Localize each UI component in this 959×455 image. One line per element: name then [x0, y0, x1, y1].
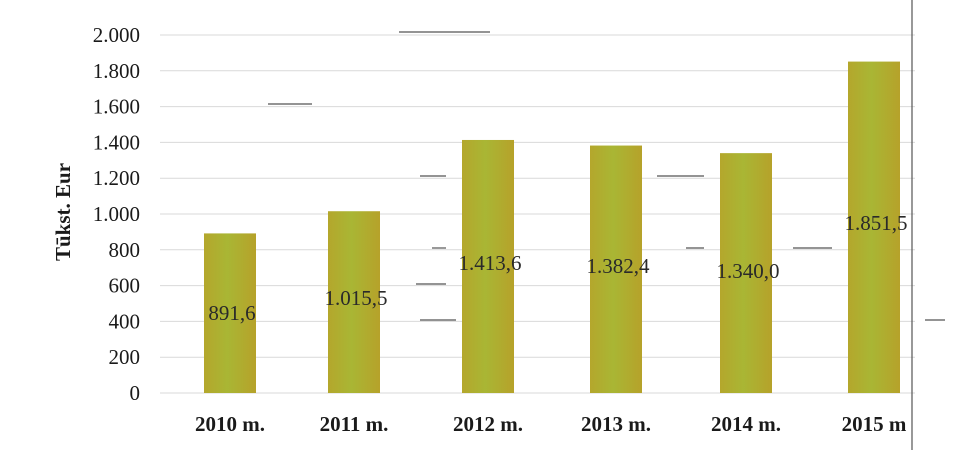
- x-tick-label: 2011 m.: [320, 412, 389, 436]
- x-tick-label: 2013 m.: [581, 412, 651, 436]
- y-tick-label: 200: [109, 345, 141, 369]
- y-tick-label: 1.200: [93, 166, 140, 190]
- bar: [590, 145, 642, 393]
- data-label: 1.340,0: [717, 259, 780, 283]
- bars: [204, 61, 900, 393]
- y-tick-label: 600: [109, 274, 141, 298]
- scan-artifacts: [268, 0, 945, 450]
- x-tick-label: 2010 m.: [195, 412, 265, 436]
- y-tick-label: 2.000: [93, 23, 140, 47]
- data-label: 1.413,6: [459, 251, 522, 275]
- bar: [328, 211, 380, 393]
- data-label: 1.851,5: [845, 211, 908, 235]
- bar: [720, 153, 772, 393]
- bar: [848, 61, 900, 393]
- x-tick-label: 2015 m: [842, 412, 907, 436]
- y-axis-label: Tūkst. Eur: [51, 163, 75, 261]
- y-tick-label: 0: [130, 381, 141, 405]
- y-tick-label: 1.400: [93, 130, 140, 154]
- x-tick-label: 2014 m.: [711, 412, 781, 436]
- data-label: 1.382,4: [587, 254, 651, 278]
- y-tick-label: 400: [109, 309, 141, 333]
- data-label: 891,6: [208, 301, 255, 325]
- gridlines: [160, 34, 915, 394]
- x-tick-label: 2012 m.: [453, 412, 523, 436]
- y-tick-label: 1.800: [93, 59, 140, 83]
- bar: [462, 139, 514, 393]
- bar: [204, 233, 256, 393]
- data-label: 1.015,5: [325, 286, 388, 310]
- y-tick-label: 1.600: [93, 95, 140, 119]
- y-axis-ticks: 0 200 400 600 800 1.000 1.200 1.400 1.600 1.800 2.…: [93, 23, 140, 405]
- data-labels: 891,6 1.015,5 1.413,6 1.382,4 1.340,0 1.851,5: [208, 211, 907, 325]
- x-axis-ticks: 2010 m. 2011 m. 2012 m. 2013 m. 2014 m. 2015 …: [195, 412, 907, 436]
- y-tick-label: 1.000: [93, 202, 140, 226]
- y-tick-label: 800: [109, 238, 141, 262]
